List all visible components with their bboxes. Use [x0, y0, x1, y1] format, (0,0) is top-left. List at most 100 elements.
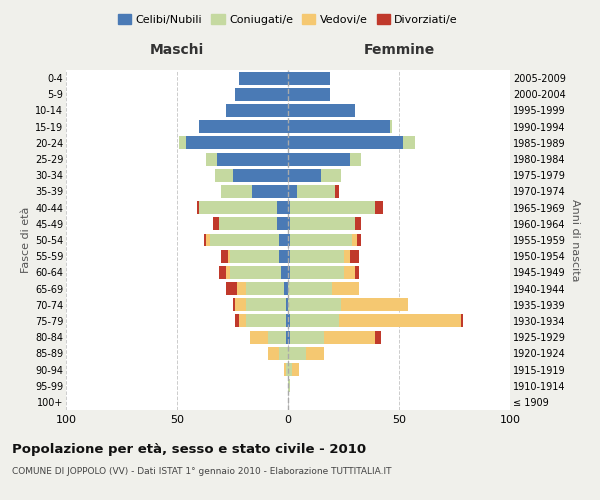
Bar	[226, 266, 230, 279]
Bar	[374, 330, 381, 344]
Bar	[199, 120, 288, 133]
Bar	[211, 234, 279, 246]
Bar	[268, 347, 279, 360]
Bar	[179, 136, 186, 149]
Bar	[235, 298, 246, 311]
Bar	[221, 185, 253, 198]
Bar	[253, 185, 288, 198]
Bar	[350, 250, 359, 262]
Bar	[288, 234, 290, 246]
Bar	[288, 298, 341, 311]
Bar	[226, 282, 237, 295]
Bar	[288, 363, 292, 376]
Bar	[246, 298, 286, 311]
Bar	[203, 234, 206, 246]
Bar	[279, 234, 288, 246]
Bar	[235, 314, 239, 328]
Bar	[350, 152, 361, 166]
Bar	[250, 330, 268, 344]
Bar	[288, 250, 290, 262]
Bar	[246, 314, 286, 328]
Bar	[268, 330, 286, 344]
Bar	[323, 330, 374, 344]
Bar	[279, 347, 288, 360]
Bar	[288, 88, 330, 101]
Bar	[277, 201, 288, 214]
Y-axis label: Fasce di età: Fasce di età	[20, 207, 31, 273]
Bar	[226, 104, 288, 117]
Bar	[292, 363, 299, 376]
Bar	[322, 169, 341, 181]
Text: Maschi: Maschi	[150, 43, 204, 57]
Bar	[199, 201, 277, 214]
Bar	[288, 104, 355, 117]
Bar	[239, 314, 246, 328]
Bar	[217, 152, 288, 166]
Bar	[403, 136, 415, 149]
Bar	[206, 152, 217, 166]
Bar	[281, 266, 288, 279]
Bar	[355, 266, 359, 279]
Bar	[288, 266, 290, 279]
Bar	[288, 72, 330, 85]
Bar	[288, 169, 322, 181]
Bar	[230, 266, 281, 279]
Bar	[219, 218, 277, 230]
Bar	[239, 72, 288, 85]
Bar	[355, 218, 361, 230]
Bar	[290, 266, 343, 279]
Bar	[284, 363, 286, 376]
Bar	[339, 314, 461, 328]
Bar	[237, 282, 246, 295]
Bar	[288, 282, 332, 295]
Bar	[215, 169, 233, 181]
Bar	[286, 330, 288, 344]
Bar	[335, 185, 339, 198]
Bar	[288, 347, 306, 360]
Bar	[288, 185, 297, 198]
Bar	[286, 298, 288, 311]
Bar	[390, 120, 392, 133]
Bar	[221, 250, 228, 262]
Bar	[290, 330, 323, 344]
Bar	[235, 88, 288, 101]
Bar	[228, 250, 230, 262]
Bar	[288, 379, 290, 392]
Bar	[306, 347, 323, 360]
Bar	[230, 250, 279, 262]
Bar	[286, 363, 288, 376]
Bar	[290, 250, 343, 262]
Bar	[288, 201, 290, 214]
Bar	[212, 218, 219, 230]
Bar	[288, 314, 290, 328]
Text: Popolazione per età, sesso e stato civile - 2010: Popolazione per età, sesso e stato civil…	[12, 442, 366, 456]
Bar	[288, 120, 390, 133]
Bar	[297, 185, 335, 198]
Bar	[288, 330, 290, 344]
Bar	[332, 282, 359, 295]
Bar	[343, 266, 355, 279]
Bar	[290, 314, 339, 328]
Bar	[246, 282, 284, 295]
Bar	[290, 234, 352, 246]
Bar	[288, 218, 290, 230]
Bar	[219, 266, 226, 279]
Bar	[186, 136, 288, 149]
Bar	[461, 314, 463, 328]
Bar	[357, 234, 361, 246]
Text: Femmine: Femmine	[364, 43, 434, 57]
Bar	[343, 250, 350, 262]
Bar	[233, 169, 288, 181]
Bar	[341, 298, 408, 311]
Bar	[288, 136, 403, 149]
Y-axis label: Anni di nascita: Anni di nascita	[570, 198, 580, 281]
Bar	[290, 218, 355, 230]
Bar	[284, 282, 288, 295]
Bar	[286, 314, 288, 328]
Text: COMUNE DI JOPPOLO (VV) - Dati ISTAT 1° gennaio 2010 - Elaborazione TUTTITALIA.IT: COMUNE DI JOPPOLO (VV) - Dati ISTAT 1° g…	[12, 468, 392, 476]
Bar	[277, 218, 288, 230]
Bar	[206, 234, 211, 246]
Legend: Celibi/Nubili, Coniugati/e, Vedovi/e, Divorziati/e: Celibi/Nubili, Coniugati/e, Vedovi/e, Di…	[115, 10, 461, 28]
Bar	[279, 250, 288, 262]
Bar	[288, 152, 350, 166]
